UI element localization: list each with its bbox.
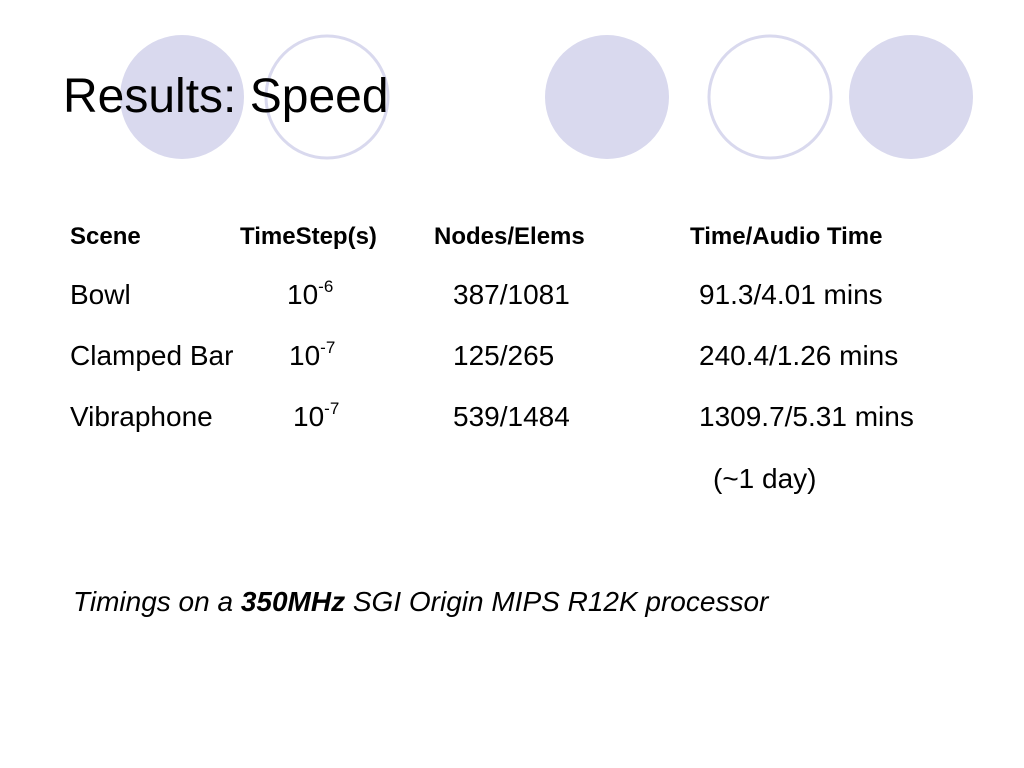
cell: 387/1081 — [453, 279, 570, 310]
cell: Vibraphone — [70, 401, 213, 432]
cell: 240.4/1.26 mins — [699, 340, 899, 371]
exponent-base: 10 — [293, 401, 325, 432]
circle — [545, 35, 669, 159]
footnote-text: SGI Origin MIPS R12K processor — [352, 586, 769, 617]
cell: 10-7 — [293, 400, 339, 432]
exponent-base: 10 — [289, 340, 321, 371]
header-cell: Time/Audio Time — [690, 223, 883, 250]
circle — [120, 35, 244, 159]
footnote: Timings on a 350MHz SGI Origin MIPS R12K… — [73, 588, 768, 616]
circle — [707, 34, 833, 160]
exponent: -7 — [320, 338, 336, 357]
circle — [264, 34, 390, 160]
footnote-text: Timings on a — [73, 586, 234, 617]
header-cell: TimeStep(s) — [240, 223, 377, 250]
exponent-base: 10 — [287, 279, 319, 310]
footnote-bold: 350MHz — [240, 586, 346, 617]
exponent: -7 — [324, 399, 340, 418]
header-cell: Nodes/Elems — [434, 223, 585, 250]
cell: 539/1484 — [453, 401, 570, 432]
exponent: -6 — [318, 277, 334, 296]
slide-title: Results: Speed — [63, 70, 389, 123]
cell: Clamped Bar — [70, 340, 234, 371]
cell: 1309.7/5.31 mins — [699, 401, 914, 432]
cell: Bowl — [70, 279, 131, 310]
cell: 125/265 — [453, 340, 555, 371]
header-cell: Scene — [70, 223, 141, 250]
cell: 10-6 — [287, 278, 333, 310]
cell: 10-7 — [289, 339, 335, 371]
note: (~1 day) — [713, 463, 817, 494]
circle — [849, 35, 973, 159]
cell: 91.3/4.01 mins — [699, 279, 883, 310]
